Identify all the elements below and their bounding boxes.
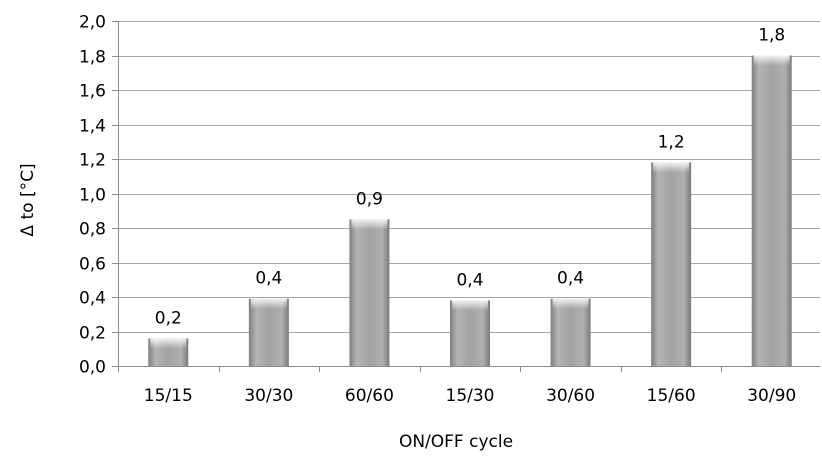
y-tick-label: 1,6 [79, 82, 106, 102]
x-tick-label: 15/30 [446, 386, 495, 406]
bar [248, 298, 289, 366]
data-label: 0,4 [557, 269, 584, 289]
x-tick-label: 30/60 [546, 386, 595, 406]
bar [751, 55, 792, 366]
x-tick-label: 60/60 [345, 386, 394, 406]
data-label: 0,4 [456, 270, 483, 290]
bar [550, 298, 591, 366]
gridlines [118, 21, 820, 333]
x-tick-label: 15/60 [647, 386, 696, 406]
data-label: 0,9 [356, 189, 383, 209]
axes [112, 21, 820, 372]
data-label: 1,8 [758, 26, 785, 46]
bar-highlight [753, 55, 790, 66]
x-tick-label: 30/30 [244, 386, 293, 406]
x-tick-label: 30/90 [747, 386, 796, 406]
y-axis-title: Δ to [°C] [18, 163, 38, 236]
y-tick-label: 1,4 [79, 117, 106, 137]
y-tick-label: 1,0 [79, 186, 106, 206]
y-tick-label: 1,8 [79, 48, 106, 68]
data-label: 0,4 [255, 269, 282, 289]
bar-highlight [250, 298, 287, 309]
y-tick-label: 0,0 [79, 358, 106, 378]
bar-highlight [452, 300, 488, 311]
x-axis-title: ON/OFF cycle [399, 432, 513, 452]
y-tick-label: 0,2 [79, 324, 106, 344]
bar-highlight [150, 338, 187, 349]
y-tick-label: 0,8 [79, 220, 106, 240]
bar-highlight [351, 219, 388, 230]
bar-highlight [552, 298, 589, 309]
data-label: 1,2 [658, 132, 685, 152]
y-tick-label: 1,2 [79, 151, 106, 171]
bar-highlight [653, 162, 690, 173]
x-tick-label: 15/15 [144, 386, 193, 406]
bar [651, 162, 692, 366]
bar [349, 219, 390, 366]
labels: 0,0 0,2 0,4 0,6 0,8 1,0 1,2 1,4 1,6 1,8 2,0 0,2 15/1… [79, 13, 796, 407]
bars [148, 55, 792, 366]
data-label: 0,2 [155, 308, 182, 328]
y-tick-label: 0,6 [79, 255, 106, 275]
bar [450, 300, 490, 366]
y-tick-label: 0,4 [79, 289, 106, 309]
y-tick-label: 2,0 [79, 13, 106, 33]
